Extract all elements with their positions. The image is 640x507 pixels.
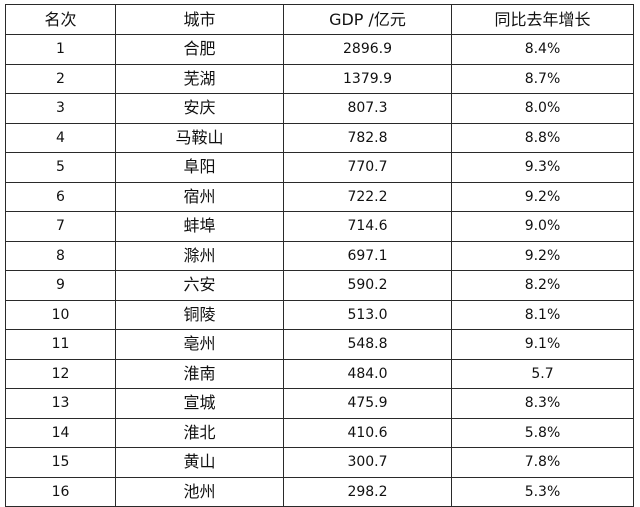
city-cell: 宣城 [115, 388, 284, 419]
rank-cell: 9 [5, 270, 116, 301]
header-growth: 同比去年增长 [451, 4, 634, 35]
city-cell: 铜陵 [115, 299, 284, 330]
table-row: 2 芜湖 1379.9 8.7% [5, 63, 634, 94]
growth-cell: 9.3% [451, 152, 634, 183]
gdp-ranking-table: 名次 城市 GDP /亿元 同比去年增长 1 合肥 2896.9 8.4% 2 芜湖 137… [5, 4, 634, 507]
rank-cell: 13 [5, 388, 116, 419]
city-cell: 安庆 [115, 93, 284, 124]
gdp-cell: 484.0 [283, 358, 452, 389]
gdp-cell: 410.6 [283, 417, 452, 448]
city-cell: 蚌埠 [115, 211, 284, 242]
header-rank: 名次 [5, 4, 116, 35]
city-cell: 马鞍山 [115, 122, 284, 153]
table-row: 13 宣城 475.9 8.3% [5, 388, 634, 419]
growth-cell: 8.2% [451, 270, 634, 301]
city-cell: 淮北 [115, 417, 284, 448]
rank-cell: 2 [5, 63, 116, 94]
table-row: 9 六安 590.2 8.2% [5, 270, 634, 301]
gdp-cell: 475.9 [283, 388, 452, 419]
table-row: 5 阜阳 770.7 9.3% [5, 152, 634, 183]
table-row: 10 铜陵 513.0 8.1% [5, 299, 634, 330]
city-cell: 合肥 [115, 34, 284, 65]
header-city: 城市 [115, 4, 284, 35]
growth-cell: 7.8% [451, 447, 634, 478]
growth-cell: 8.3% [451, 388, 634, 419]
growth-cell: 9.2% [451, 181, 634, 212]
rank-cell: 7 [5, 211, 116, 242]
table-row: 3 安庆 807.3 8.0% [5, 93, 634, 124]
growth-cell: 5.3% [451, 476, 634, 507]
city-cell: 黄山 [115, 447, 284, 478]
rank-cell: 1 [5, 34, 116, 65]
growth-cell: 9.0% [451, 211, 634, 242]
table-header: 名次 城市 GDP /亿元 同比去年增长 [5, 4, 634, 35]
growth-cell: 9.2% [451, 240, 634, 271]
city-cell: 芜湖 [115, 63, 284, 94]
header-gdp: GDP /亿元 [283, 4, 452, 35]
table-row: 4 马鞍山 782.8 8.8% [5, 122, 634, 153]
growth-cell: 8.8% [451, 122, 634, 153]
rank-cell: 6 [5, 181, 116, 212]
rank-cell: 5 [5, 152, 116, 183]
rank-cell: 11 [5, 329, 116, 360]
gdp-cell: 697.1 [283, 240, 452, 271]
gdp-cell: 298.2 [283, 476, 452, 507]
rank-cell: 14 [5, 417, 116, 448]
gdp-cell: 590.2 [283, 270, 452, 301]
table-row: 11 亳州 548.8 9.1% [5, 329, 634, 360]
gdp-cell: 513.0 [283, 299, 452, 330]
gdp-ranking-table-container: 名次 城市 GDP /亿元 同比去年增长 1 合肥 2896.9 8.4% 2 芜湖 137… [5, 4, 634, 507]
header-row: 名次 城市 GDP /亿元 同比去年增长 [5, 4, 634, 35]
rank-cell: 8 [5, 240, 116, 271]
table-row: 15 黄山 300.7 7.8% [5, 447, 634, 478]
city-cell: 亳州 [115, 329, 284, 360]
city-cell: 阜阳 [115, 152, 284, 183]
table-row: 16 池州 298.2 5.3% [5, 476, 634, 507]
growth-cell: 8.4% [451, 34, 634, 65]
rank-cell: 12 [5, 358, 116, 389]
growth-cell: 8.1% [451, 299, 634, 330]
table-row: 1 合肥 2896.9 8.4% [5, 34, 634, 65]
gdp-cell: 2896.9 [283, 34, 452, 65]
city-cell: 六安 [115, 270, 284, 301]
rank-cell: 3 [5, 93, 116, 124]
table-row: 6 宿州 722.2 9.2% [5, 181, 634, 212]
growth-cell: 8.7% [451, 63, 634, 94]
gdp-cell: 722.2 [283, 181, 452, 212]
table-row: 8 滁州 697.1 9.2% [5, 240, 634, 271]
city-cell: 宿州 [115, 181, 284, 212]
city-cell: 淮南 [115, 358, 284, 389]
city-cell: 滁州 [115, 240, 284, 271]
growth-cell: 9.1% [451, 329, 634, 360]
growth-cell: 5.7 [451, 358, 634, 389]
rank-cell: 15 [5, 447, 116, 478]
gdp-cell: 300.7 [283, 447, 452, 478]
gdp-cell: 548.8 [283, 329, 452, 360]
rank-cell: 16 [5, 476, 116, 507]
gdp-cell: 770.7 [283, 152, 452, 183]
gdp-cell: 1379.9 [283, 63, 452, 94]
table-row: 14 淮北 410.6 5.8% [5, 417, 634, 448]
gdp-cell: 782.8 [283, 122, 452, 153]
table-row: 7 蚌埠 714.6 9.0% [5, 211, 634, 242]
city-cell: 池州 [115, 476, 284, 507]
table-row: 12 淮南 484.0 5.7 [5, 358, 634, 389]
gdp-cell: 807.3 [283, 93, 452, 124]
growth-cell: 8.0% [451, 93, 634, 124]
gdp-cell: 714.6 [283, 211, 452, 242]
table-body: 1 合肥 2896.9 8.4% 2 芜湖 1379.9 8.7% 3 安庆 807.3 8.0% 4 马… [5, 34, 634, 507]
rank-cell: 10 [5, 299, 116, 330]
growth-cell: 5.8% [451, 417, 634, 448]
rank-cell: 4 [5, 122, 116, 153]
